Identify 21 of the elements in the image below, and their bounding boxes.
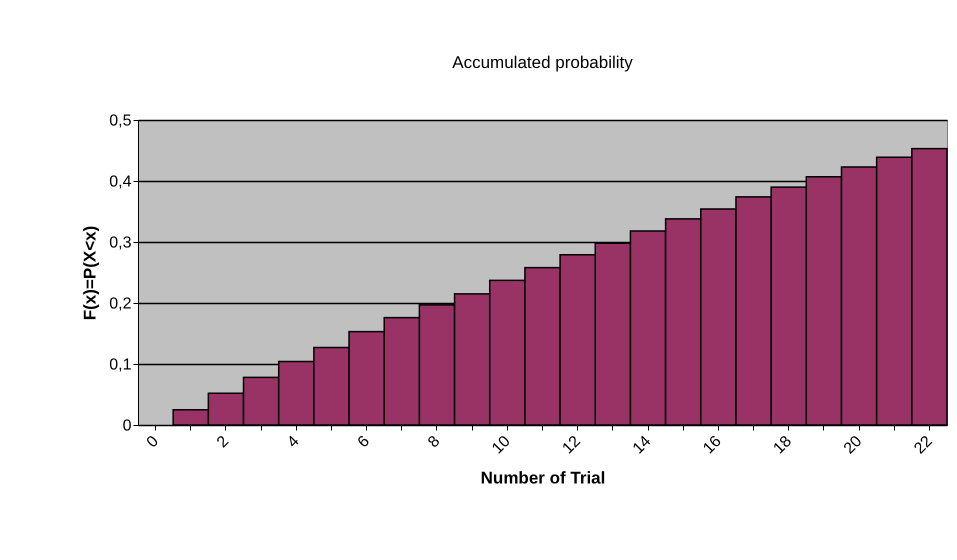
y-tick-label: 0,4: [109, 174, 132, 190]
x-tick-label: 14: [630, 432, 654, 458]
x-tick-label: 18: [770, 432, 796, 458]
x-axis-title: Number of Trial: [480, 468, 606, 488]
y-tick-label: 0,2: [109, 296, 132, 312]
x-tick-label: 16: [700, 432, 725, 458]
x-tick-label: 12: [559, 432, 584, 458]
y-tick-label: 0: [122, 418, 132, 434]
x-tick-label: 10: [489, 432, 514, 458]
x-tick-label: 0: [144, 432, 162, 452]
y-axis-title: F(x)=P(X<x): [80, 226, 100, 320]
x-tick-label: 20: [840, 432, 866, 458]
x-tick-label: 6: [354, 432, 374, 452]
x-tick-label: 4: [284, 432, 303, 452]
chart-title: Accumulated probability: [452, 53, 634, 72]
y-tick-label: 0,3: [109, 234, 132, 252]
x-tick-label: 2: [214, 432, 232, 452]
x-tick-label: 8: [425, 432, 444, 452]
y-tick-label: 0,5: [109, 112, 132, 130]
x-tick-label: 22: [911, 432, 936, 458]
y-tick-label: 0,1: [109, 356, 132, 374]
